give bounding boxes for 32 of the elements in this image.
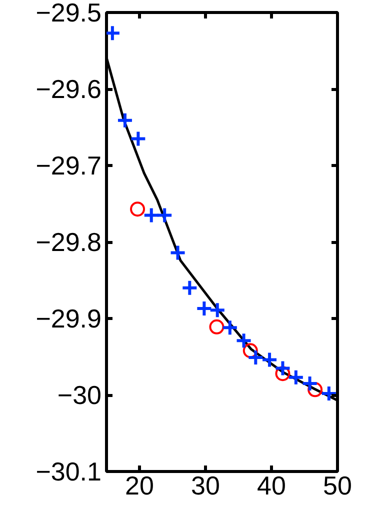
point: [235, 332, 252, 350]
point: [320, 384, 338, 402]
point: [209, 319, 224, 334]
point: [130, 202, 146, 217]
y-tick-label: −29.5: [36, 0, 102, 28]
y-tick-label: −29.7: [36, 150, 102, 180]
point: [116, 112, 134, 129]
x-tick-label: 40: [257, 470, 286, 500]
y-tick-label: −30: [57, 380, 102, 410]
point: [196, 300, 213, 318]
y-tick-label: −29.9: [36, 304, 102, 334]
point: [301, 375, 318, 392]
point: [156, 206, 174, 224]
x-tick-label: 30: [191, 470, 220, 500]
point: [261, 351, 278, 368]
point: [142, 206, 160, 224]
x-tick-label: 20: [125, 470, 154, 500]
x-tick-label: 50: [323, 470, 352, 500]
point: [242, 343, 258, 358]
point: [130, 130, 147, 148]
y-tick-label: −29.6: [36, 74, 102, 104]
y-tick-label: −29.8: [36, 227, 102, 257]
point: [287, 368, 304, 386]
point: [247, 349, 264, 366]
point: [208, 302, 226, 319]
point: [274, 360, 292, 377]
point: [275, 366, 290, 382]
point: [181, 279, 198, 296]
point: [221, 319, 238, 336]
point: [308, 382, 323, 398]
y-tick-label: −30.1: [36, 456, 102, 486]
point: [169, 244, 186, 262]
